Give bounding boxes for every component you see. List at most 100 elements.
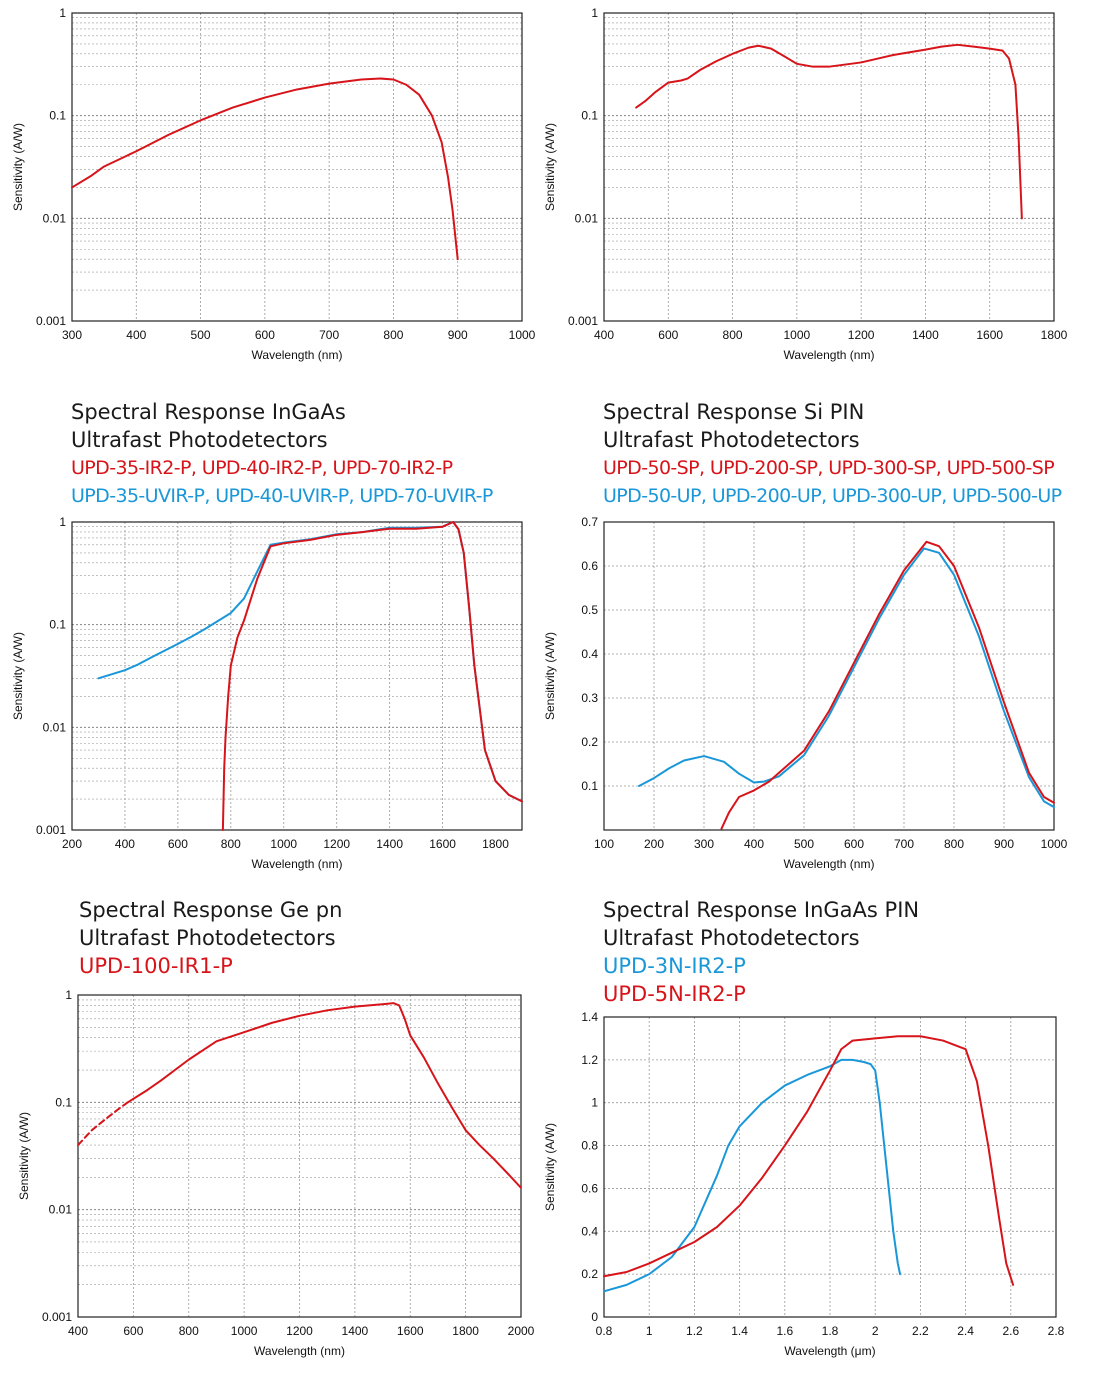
c3-ytick-label: 0.01 <box>43 720 67 734</box>
c3-xtick-label: 1800 <box>482 837 509 851</box>
c1-ytick-label: 0.01 <box>43 211 67 225</box>
c2-ytick-label: 0.001 <box>568 314 598 328</box>
c3-series-ir2 <box>221 521 523 831</box>
c6-ytick-label: 0.4 <box>581 1224 598 1238</box>
c2-series-red <box>635 43 1023 220</box>
c4-xtick-label: 700 <box>894 837 914 851</box>
c5-ytick-label: 0.1 <box>55 1095 72 1109</box>
c4-xtick-label: 100 <box>594 837 614 851</box>
c6-xtick-label: 2.2 <box>912 1324 929 1338</box>
c5-series-estimated <box>77 1101 129 1147</box>
c4-legend-blue: UPD-50-UP, UPD-200-UP, UPD-300-UP, UPD-5… <box>603 485 1062 507</box>
c4-series-up <box>638 547 1055 809</box>
c4-plot-frame <box>603 521 1055 831</box>
c5-xtick-label: 1800 <box>452 1324 479 1338</box>
c6-xtick-label: 2.4 <box>957 1324 974 1338</box>
c6-ytick-label: 0.6 <box>581 1181 598 1195</box>
c1-ytick-label: 1 <box>59 6 66 20</box>
c1-xaxis-label: Wavelength (nm) <box>252 348 343 362</box>
c4-title-line1: Spectral Response Si PIN <box>603 400 865 424</box>
c2-xaxis-label: Wavelength (nm) <box>784 348 875 362</box>
c2-xtick-label: 400 <box>594 328 614 342</box>
c6-ytick-label: 0.2 <box>581 1267 598 1281</box>
c1-xtick-label: 900 <box>448 328 468 342</box>
c2-xtick-label: 1400 <box>912 328 939 342</box>
c2-xtick-label: 800 <box>723 328 743 342</box>
c4-xtick-label: 300 <box>694 837 714 851</box>
c6-ytick-label: 1.2 <box>581 1053 598 1067</box>
c4-xtick-label: 1000 <box>1041 837 1068 851</box>
c4-xtick-label: 200 <box>644 837 664 851</box>
c6-title-line1: Spectral Response InGaAs PIN <box>603 898 920 922</box>
c1-xtick-label: 1000 <box>509 328 536 342</box>
c6-ytick-label: 0.8 <box>581 1139 598 1153</box>
c3-xaxis-label: Wavelength (nm) <box>252 857 343 871</box>
c5-ytick-label: 0.01 <box>49 1203 73 1217</box>
c3-series-uvir <box>97 521 523 803</box>
c5-ytick-label: 0.001 <box>42 1310 72 1324</box>
c5-series-upd-100-ir1-p <box>126 1002 522 1189</box>
c1-xtick-label: 700 <box>319 328 339 342</box>
c2-ytick-label: 0.01 <box>575 211 599 225</box>
c3-plot-frame <box>71 521 523 831</box>
c2-yaxis-label: Sensitivity (A/W) <box>543 123 557 211</box>
c2-xtick-label: 1800 <box>1041 328 1068 342</box>
c3-ytick-label: 1 <box>59 515 66 529</box>
c1-plot-frame <box>71 12 523 322</box>
c3-xtick-label: 1400 <box>376 837 403 851</box>
c3-xtick-label: 200 <box>62 837 82 851</box>
c6-xaxis-label: Wavelength (μm) <box>784 1344 875 1358</box>
c6-yaxis-label: Sensitivity (A/W) <box>543 1123 557 1211</box>
c4-title-line2: Ultrafast Photodetectors <box>603 428 860 452</box>
c4-yaxis-label: Sensitivity (A/W) <box>543 632 557 720</box>
c6-ytick-label: 0 <box>591 1310 598 1324</box>
c6-series-upd-3n-ir2-p <box>603 1058 902 1293</box>
c1-xtick-label: 600 <box>255 328 275 342</box>
c3-ytick-label: 0.1 <box>49 618 66 632</box>
c2-ytick-label: 0.1 <box>581 109 598 123</box>
c6-plot-frame <box>603 1016 1057 1318</box>
c6-xtick-label: 0.8 <box>596 1324 613 1338</box>
c4-ytick-label: 0.1 <box>581 779 598 793</box>
c4-xtick-label: 600 <box>844 837 864 851</box>
c1-ytick-label: 0.1 <box>49 109 66 123</box>
c5-ytick-label: 1 <box>65 988 72 1002</box>
c2-xtick-label: 600 <box>658 328 678 342</box>
c1-xtick-label: 500 <box>191 328 211 342</box>
c5-xtick-label: 400 <box>68 1324 88 1338</box>
c6-xtick-label: 1.2 <box>686 1324 703 1338</box>
c5-xtick-label: 1000 <box>231 1324 258 1338</box>
c2-xtick-label: 1600 <box>976 328 1003 342</box>
c5-legend-red: UPD-100-IR1-P <box>79 954 233 978</box>
c4-series-sp <box>720 540 1055 830</box>
c1-series-red <box>71 77 459 261</box>
c3-xtick-label: 800 <box>221 837 241 851</box>
c5-xaxis-label: Wavelength (nm) <box>254 1344 345 1358</box>
c1-xtick-label: 400 <box>126 328 146 342</box>
c6-xtick-label: 1.6 <box>776 1324 793 1338</box>
c3-xtick-label: 600 <box>168 837 188 851</box>
c6-xtick-label: 2.6 <box>1002 1324 1019 1338</box>
c6-series-upd-5n-ir2-p <box>603 1035 1015 1286</box>
c5-yaxis-label: Sensitivity (A/W) <box>17 1112 31 1200</box>
c6-legend-red: UPD-5N-IR2-P <box>603 982 746 1006</box>
c2-xtick-label: 1000 <box>784 328 811 342</box>
c4-ytick-label: 0.3 <box>581 691 598 705</box>
c3-title-line2: Ultrafast Photodetectors <box>71 428 328 452</box>
c6-xtick-label: 1.8 <box>822 1324 839 1338</box>
c3-xtick-label: 1600 <box>429 837 456 851</box>
c5-xtick-label: 2000 <box>508 1324 535 1338</box>
c6-legend-blue: UPD-3N-IR2-P <box>603 954 746 978</box>
c6-title-line2: Ultrafast Photodetectors <box>603 926 860 950</box>
c6-xtick-label: 1.4 <box>731 1324 748 1338</box>
c1-xtick-label: 300 <box>62 328 82 342</box>
c1-xtick-label: 800 <box>383 328 403 342</box>
c5-xtick-label: 1600 <box>397 1324 424 1338</box>
c5-xtick-label: 800 <box>179 1324 199 1338</box>
c4-xtick-label: 900 <box>994 837 1014 851</box>
c4-ytick-label: 0.6 <box>581 559 598 573</box>
c5-plot-frame <box>77 994 522 1318</box>
c4-xtick-label: 400 <box>744 837 764 851</box>
c6-xtick-label: 1 <box>646 1324 653 1338</box>
